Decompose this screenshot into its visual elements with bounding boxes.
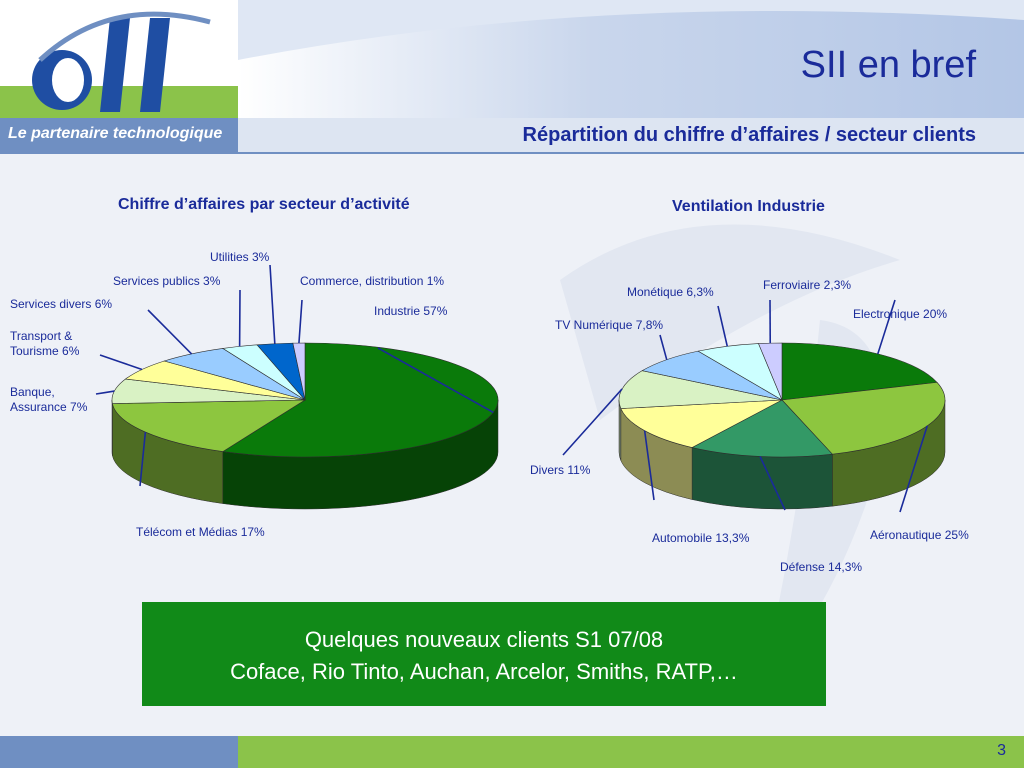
new-clients-heading: Quelques nouveaux clients S1 07/08 — [304, 627, 664, 652]
pie-2-slice-1 — [781, 342, 938, 401]
pie-2-label-8: Ferroviaire 2,3% — [763, 278, 851, 292]
pie-1-leader-1 — [377, 347, 494, 414]
pie-2-side-5 — [618, 399, 622, 461]
pie-2-leader-1 — [877, 299, 896, 355]
pie-1-label-7: Utilities 3% — [210, 250, 270, 264]
pie-1-leader-2 — [139, 431, 147, 487]
pie-2-slice-3 — [691, 399, 833, 458]
pie-2-leader-6 — [659, 334, 668, 360]
pie-2-leader-7 — [717, 305, 729, 347]
pie-2-label-4: Automobile 13,3% — [652, 531, 750, 545]
pie-2-label-6: TV Numérique 7,8% — [555, 318, 663, 332]
pie-1-label-2: Télécom et Médias 17% — [136, 525, 265, 539]
pie-2-leader-3 — [759, 456, 786, 511]
pie-1-label-4: Transport & Tourisme 6% — [10, 329, 80, 358]
pie-1-label-1: Industrie 57% — [374, 304, 448, 318]
pie-1-label-5: Services divers 6% — [10, 297, 112, 311]
pie-1-label-8: Commerce, distribution 1% — [300, 274, 444, 288]
pie-2-leader-2 — [899, 425, 928, 513]
pie-1-label-3: Banque, Assurance 7% — [10, 385, 88, 414]
pie-1-slice-2 — [112, 399, 307, 452]
pie-1-label-6: Services publics 3% — [113, 274, 221, 288]
pie-1-leader-3 — [95, 390, 115, 395]
pie-2-label-3: Défense 14,3% — [780, 560, 862, 574]
page-number: 3 — [997, 742, 1006, 759]
pie-1-leader-8 — [298, 299, 303, 344]
tagline-band: Le partenaire technologique — [0, 118, 238, 152]
tagline: Le partenaire technologique — [8, 125, 223, 142]
pie-chart-2: Electronique 20% Aéronautique 25% Défense … — [530, 278, 969, 574]
pie-1-leader-7 — [269, 264, 276, 344]
new-clients-box: Quelques nouveaux clients S1 07/08 Cofac… — [142, 602, 826, 706]
pie-2-label-5: Divers 11% — [530, 463, 591, 477]
footer-band-blue — [0, 736, 238, 768]
page-title: SII en bref — [800, 44, 976, 86]
pie-2-label-7: Monétique 6,3% — [627, 285, 714, 299]
pie-2-leader-5 — [562, 388, 623, 456]
pie-1-leader-4 — [99, 354, 143, 371]
pie-2-leader-4 — [643, 430, 655, 501]
pie-2-slice-5 — [618, 370, 783, 409]
footer-band-green — [238, 736, 1024, 768]
pie-chart-1: Industrie 57% Télécom et Médias 17% Banque… — [10, 250, 499, 539]
pie-2-slice-4 — [620, 399, 783, 448]
sii-logo — [0, 0, 238, 118]
pie-2-label-2: Aéronautique 25% — [870, 528, 969, 542]
chart-title-industry: Ventilation Industrie — [672, 198, 825, 215]
new-clients-list: Coface, Rio Tinto, Auchan, Arcelor, Smit… — [230, 659, 738, 684]
slide-subtitle: Répartition du chiffre d’affaires / sect… — [522, 124, 976, 146]
pie-2-label-1: Electronique 20% — [853, 307, 947, 321]
chart-title-sector: Chiffre d’affaires par secteur d’activit… — [118, 196, 410, 213]
pie-1-slice-1 — [221, 342, 499, 458]
pie-1-leader-5 — [147, 309, 193, 355]
